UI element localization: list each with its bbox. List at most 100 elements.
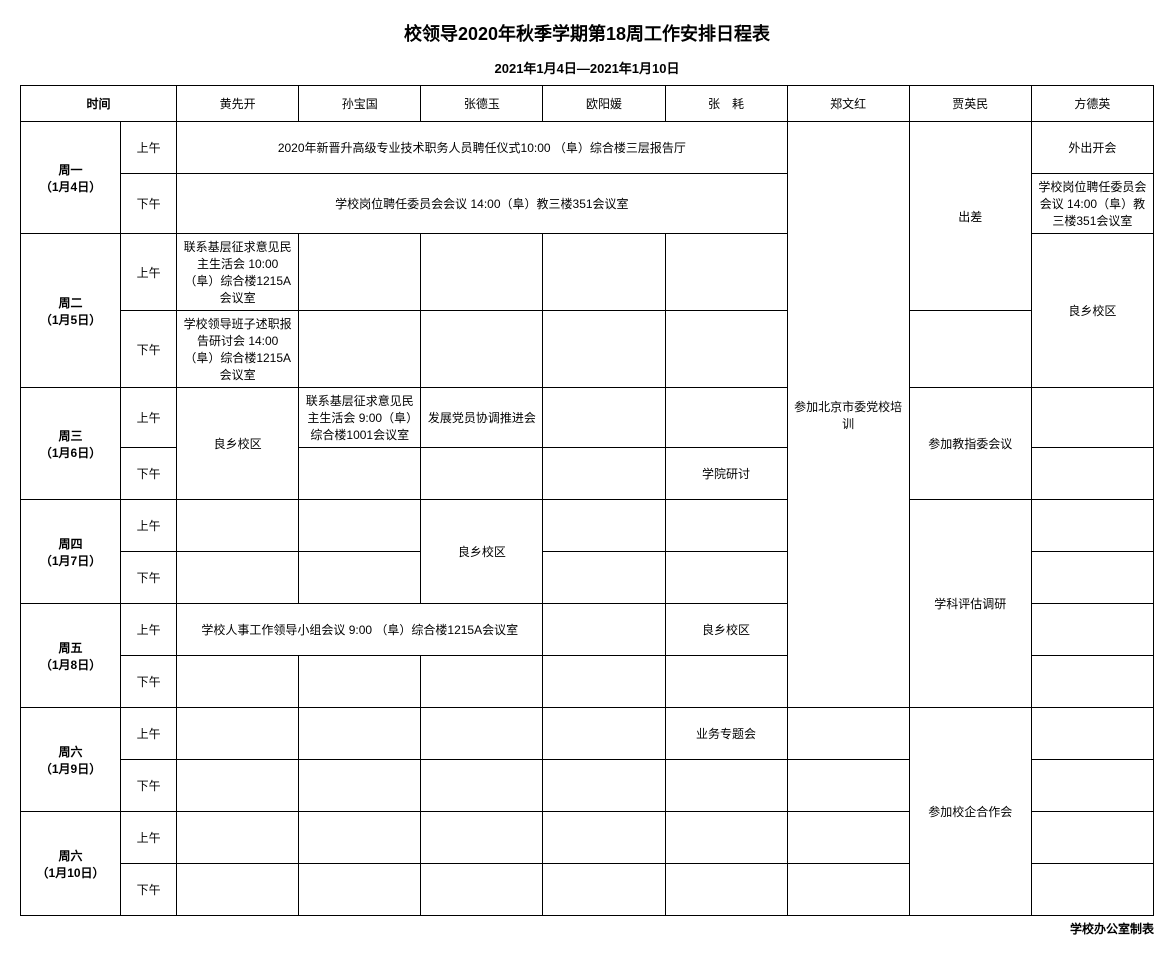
page-title: 校领导2020年秋季学期第18周工作安排日程表 xyxy=(20,20,1154,46)
day-date: （1月8日） xyxy=(40,658,101,672)
period-am: 上午 xyxy=(121,604,177,656)
day-date: （1月7日） xyxy=(40,554,101,568)
cell xyxy=(421,234,543,311)
period-pm: 下午 xyxy=(121,174,177,234)
cell xyxy=(543,708,665,760)
cell xyxy=(1031,604,1153,656)
cell: 良乡校区 xyxy=(177,388,299,500)
cell xyxy=(787,812,909,864)
cell xyxy=(177,552,299,604)
cell: 良乡校区 xyxy=(665,604,787,656)
cell xyxy=(665,388,787,448)
cell xyxy=(543,864,665,916)
cell xyxy=(543,656,665,708)
cell xyxy=(1031,656,1153,708)
period-am: 上午 xyxy=(121,388,177,448)
cell xyxy=(543,448,665,500)
day-date: （1月10日） xyxy=(37,866,105,880)
cell xyxy=(421,311,543,388)
cell xyxy=(177,760,299,812)
day-date: （1月6日） xyxy=(40,446,101,460)
cell: 参加北京市委党校培训 xyxy=(787,122,909,708)
header-person-2: 张德玉 xyxy=(421,86,543,122)
cell: 学科评估调研 xyxy=(909,500,1031,708)
cell xyxy=(665,234,787,311)
header-person-3: 欧阳媛 xyxy=(543,86,665,122)
schedule-table: 时间 黄先开 孙宝国 张德玉 欧阳媛 张 耗 郑文红 贾英民 方德英 周一 （1… xyxy=(20,85,1154,916)
day-mon: 周一 （1月4日） xyxy=(21,122,121,234)
day-sat: 周六 （1月9日） xyxy=(21,708,121,812)
cell xyxy=(421,864,543,916)
period-pm: 下午 xyxy=(121,311,177,388)
cell xyxy=(665,311,787,388)
day-label: 周三 xyxy=(59,429,83,443)
cell xyxy=(299,656,421,708)
cell xyxy=(665,500,787,552)
cell xyxy=(177,708,299,760)
cell xyxy=(1031,760,1153,812)
cell xyxy=(177,864,299,916)
cell xyxy=(665,552,787,604)
cell xyxy=(421,656,543,708)
cell xyxy=(1031,388,1153,448)
cell xyxy=(299,760,421,812)
cell xyxy=(421,448,543,500)
cell xyxy=(787,708,909,760)
cell: 学校人事工作领导小组会议 9:00 （阜）综合楼1215A会议室 xyxy=(177,604,543,656)
cell xyxy=(177,812,299,864)
footer-note: 学校办公室制表 xyxy=(20,920,1154,937)
cell xyxy=(543,760,665,812)
cell xyxy=(1031,500,1153,552)
header-person-1: 孙宝国 xyxy=(299,86,421,122)
day-tue: 周二 （1月5日） xyxy=(21,234,121,388)
cell xyxy=(1031,812,1153,864)
cell: 联系基层征求意见民主生活会 9:00（阜）综合楼1001会议室 xyxy=(299,388,421,448)
cell: 2020年新晋升高级专业技术职务人员聘任仪式10:00 （阜）综合楼三层报告厅 xyxy=(177,122,787,174)
table-row: 周一 （1月4日） 上午 2020年新晋升高级专业技术职务人员聘任仪式10:00… xyxy=(21,122,1154,174)
day-date: （1月5日） xyxy=(40,313,101,327)
day-label: 周六 xyxy=(59,849,83,863)
cell: 良乡校区 xyxy=(421,500,543,604)
day-fri: 周五 （1月8日） xyxy=(21,604,121,708)
day-label: 周一 xyxy=(59,163,83,177)
cell: 出差 xyxy=(909,122,1031,311)
period-pm: 下午 xyxy=(121,552,177,604)
cell: 学校领导班子述职报告研讨会 14:00（阜）综合楼1215A会议室 xyxy=(177,311,299,388)
cell xyxy=(299,708,421,760)
header-person-4: 张 耗 xyxy=(665,86,787,122)
cell xyxy=(421,708,543,760)
day-label: 周二 xyxy=(59,296,83,310)
cell xyxy=(543,812,665,864)
cell xyxy=(299,448,421,500)
period-am: 上午 xyxy=(121,234,177,311)
cell xyxy=(543,500,665,552)
cell: 学校岗位聘任委员会会议 14:00（阜）教三楼351会议室 xyxy=(177,174,787,234)
cell xyxy=(665,656,787,708)
header-time: 时间 xyxy=(21,86,177,122)
period-am: 上午 xyxy=(121,812,177,864)
day-wed: 周三 （1月6日） xyxy=(21,388,121,500)
cell xyxy=(1031,552,1153,604)
table-row: 周四 （1月7日） 上午 良乡校区 学科评估调研 xyxy=(21,500,1154,552)
cell xyxy=(543,234,665,311)
cell xyxy=(299,234,421,311)
header-person-7: 方德英 xyxy=(1031,86,1153,122)
cell: 发展党员协调推进会 xyxy=(421,388,543,448)
cell xyxy=(177,656,299,708)
cell xyxy=(1031,708,1153,760)
cell: 良乡校区 xyxy=(1031,234,1153,388)
header-person-5: 郑文红 xyxy=(787,86,909,122)
cell xyxy=(299,864,421,916)
cell xyxy=(299,311,421,388)
cell xyxy=(421,760,543,812)
day-thu: 周四 （1月7日） xyxy=(21,500,121,604)
cell xyxy=(543,552,665,604)
header-person-0: 黄先开 xyxy=(177,86,299,122)
cell: 参加校企合作会 xyxy=(909,708,1031,916)
cell: 学院研讨 xyxy=(665,448,787,500)
cell xyxy=(543,388,665,448)
period-pm: 下午 xyxy=(121,448,177,500)
cell xyxy=(543,604,665,656)
cell xyxy=(177,500,299,552)
table-row: 周三 （1月6日） 上午 良乡校区 联系基层征求意见民主生活会 9:00（阜）综… xyxy=(21,388,1154,448)
